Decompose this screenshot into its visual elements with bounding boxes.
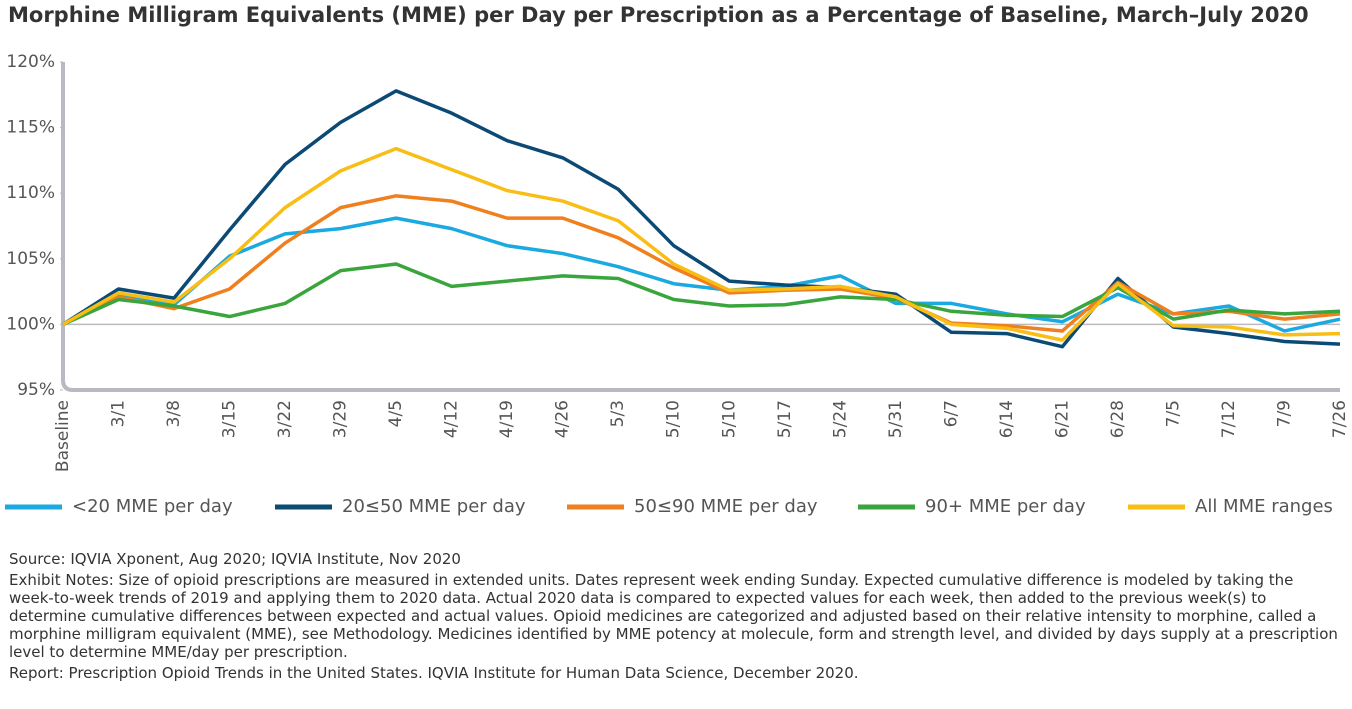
- x-tick-label: 5/17: [775, 400, 795, 438]
- x-tick-label: 4/19: [497, 400, 517, 438]
- x-tick-label: 3/22: [275, 400, 295, 438]
- x-tick-label: 7/26: [1330, 400, 1350, 438]
- y-tick-label: 100%: [6, 314, 55, 334]
- x-tick-label: 3/8: [164, 400, 184, 427]
- series-line: [62, 262, 1341, 326]
- x-tick-label: 5/24: [830, 400, 850, 438]
- chart: Morphine Milligram Equivalents (MME) per…: [5, 3, 1350, 517]
- chart-title: Morphine Milligram Equivalents (MME) per…: [8, 3, 1309, 27]
- x-tick-label: 7/12: [1219, 400, 1239, 438]
- legend-label: All MME ranges: [1195, 496, 1333, 517]
- x-tick-label: 6/21: [1052, 400, 1072, 438]
- x-tick-label: 5/10: [719, 400, 739, 438]
- notes: Source: IQVIA Xponent, Aug 2020; IQVIA I…: [9, 550, 1339, 685]
- report: Report: Prescription Opioid Trends in th…: [9, 664, 859, 682]
- y-axis: [61, 62, 1340, 392]
- x-tick-label: 6/7: [941, 400, 961, 427]
- legend-label: <20 MME per day: [72, 496, 233, 517]
- source: Source: IQVIA Xponent, Aug 2020; IQVIA I…: [9, 550, 461, 568]
- legend-label: 90+ MME per day: [925, 496, 1086, 517]
- y-tick-label: 110%: [6, 183, 55, 203]
- x-tick-label: 3/1: [109, 400, 129, 427]
- series-line: [62, 216, 1341, 333]
- legend-label: 50≤90 MME per day: [634, 496, 818, 517]
- series-line: [62, 146, 1341, 342]
- x-tick-label: 3/29: [331, 400, 351, 438]
- y-tick-label: 120%: [6, 52, 55, 72]
- y-tick-label: 115%: [6, 118, 55, 138]
- x-tick-label: 7/5: [1163, 400, 1183, 427]
- y-tick-label: 105%: [6, 249, 55, 269]
- x-tick-label: 4/26: [553, 400, 573, 438]
- series-line: [62, 194, 1341, 333]
- x-tick-label: 5/31: [886, 400, 906, 438]
- x-tick-label: 6/14: [997, 400, 1017, 438]
- x-tick-label: 4/5: [386, 400, 406, 427]
- exhibit-notes: Exhibit Notes: Size of opioid prescripti…: [9, 571, 1338, 661]
- x-tick-label: 4/12: [442, 400, 462, 438]
- x-tick-label: 6/28: [1108, 400, 1128, 438]
- x-tick-label: Baseline: [53, 400, 73, 472]
- x-tick-label: 5/3: [608, 400, 628, 427]
- x-tick-label: 3/15: [220, 400, 240, 438]
- x-tick-label: 5/10: [664, 400, 684, 438]
- x-tick-label: 7/9: [1274, 400, 1294, 427]
- legend-label: 20≤50 MME per day: [342, 496, 526, 517]
- y-tick-label: 95%: [17, 380, 55, 400]
